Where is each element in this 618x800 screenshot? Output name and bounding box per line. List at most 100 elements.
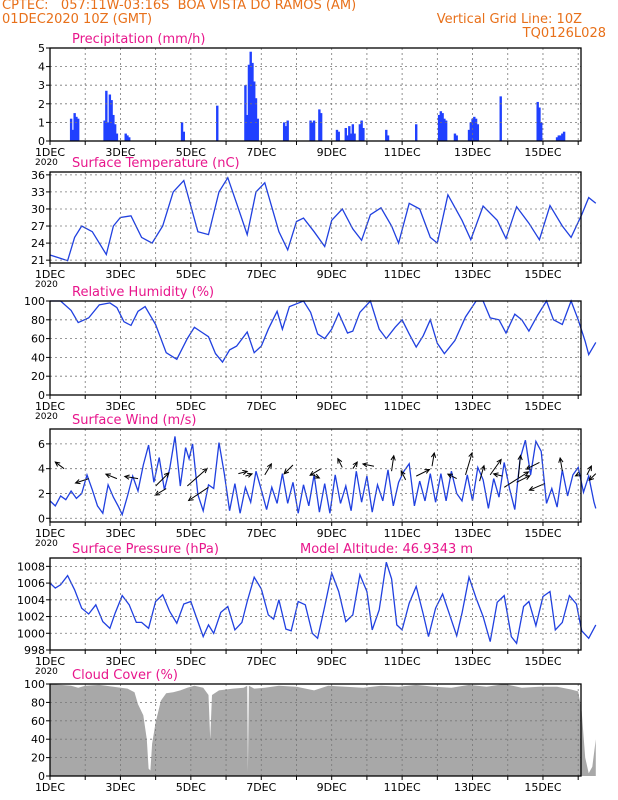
wind-arrow-head (74, 479, 81, 485)
precip-bar (561, 133, 564, 141)
precip-bar (473, 116, 476, 141)
precip-bar (538, 107, 541, 141)
panel-title: Precipitation (mm/h) (72, 32, 205, 47)
precip-bar (73, 113, 76, 141)
wind-arrow (526, 462, 540, 470)
x-tick-label: 3DEC (105, 527, 135, 540)
x-tick-label: 13DEC (454, 655, 491, 668)
precip-bar (108, 94, 112, 141)
y-tick-label: 27 (31, 220, 45, 233)
wind-arrow-head (163, 472, 170, 478)
wind-arrow (529, 483, 545, 491)
series-line (49, 436, 597, 517)
wind-arrow-head (54, 461, 61, 467)
precip-bar (358, 124, 362, 141)
precip-bar (180, 122, 184, 141)
wind-arrow-head (558, 456, 564, 463)
y-tick-label: 80 (31, 696, 45, 709)
precip-bar (245, 114, 249, 141)
wind-arrow-head (587, 465, 592, 472)
x-tick-label: 3DEC (105, 146, 135, 159)
wind-arrow (188, 486, 209, 501)
x-tick-label: 15DEC (524, 527, 561, 540)
y-tick-label: 80 (31, 314, 45, 327)
precip-bar (251, 62, 254, 141)
x-tick-label: 1DEC (35, 655, 65, 668)
precip-bar (557, 135, 561, 141)
header-model-code: TQ0126L028 (522, 26, 606, 41)
precip-bar (254, 98, 258, 141)
x-tick-label: 1DEC (35, 400, 65, 413)
y-tick-label: 0 (38, 512, 45, 525)
wind-arrow (400, 470, 407, 481)
x-tick-label: 1DEC (35, 146, 65, 159)
y-tick-label: 60 (31, 333, 45, 346)
x-tick-label: 11DEC (384, 781, 421, 794)
wind-arrow-head (352, 461, 358, 468)
x-tick-label: 11DEC (384, 655, 421, 668)
precip-bar (476, 124, 480, 141)
wind-arrow (586, 465, 592, 476)
wind-arrow-head (361, 462, 368, 468)
panel-frame (49, 428, 582, 523)
wind-arrow (75, 478, 89, 484)
precip-bar (309, 120, 312, 141)
x-tick-label: 7DEC (246, 268, 276, 281)
wind-arrow-head (424, 469, 431, 474)
wind-arrow-head (202, 467, 208, 474)
wind-arrow (264, 463, 272, 476)
y-tick-label: 2 (38, 98, 45, 111)
x-tick-label: 9DEC (317, 781, 347, 794)
x-tick-label: 7DEC (246, 400, 276, 413)
x-tick-label: 9DEC (317, 655, 347, 668)
y-tick-label: 100 (24, 678, 45, 691)
precip-bar (244, 85, 247, 141)
precip-bar (360, 120, 363, 141)
precip-bar (362, 127, 365, 141)
y-tick-label: 20 (31, 370, 45, 383)
wind-arrow-head (492, 472, 499, 478)
precip-bar (474, 118, 478, 141)
precip-bar (453, 133, 457, 141)
precip-bar (536, 101, 539, 141)
x-tick-label: 13DEC (454, 400, 491, 413)
precip-bar (71, 129, 75, 141)
y-tick-label: 1002 (17, 611, 45, 624)
wind-arrow-head (400, 470, 406, 477)
x-tick-label: 5DEC (176, 400, 206, 413)
precip-bar (562, 131, 566, 141)
wind-arrow-head (266, 462, 272, 469)
x-tick-label: 5DEC (176, 268, 206, 281)
precip-bar (344, 127, 347, 141)
y-tick-label: 0 (38, 770, 45, 783)
panel-frame (49, 47, 582, 142)
wind-arrow (309, 468, 322, 476)
precip-bar (105, 90, 108, 141)
y-tick-label: 20 (31, 752, 45, 765)
wind-arrow (479, 465, 485, 482)
wind-arrow (54, 461, 65, 470)
wind-arrow (489, 459, 502, 476)
wind-arrow (447, 473, 457, 480)
x-tick-label: 15DEC (524, 400, 561, 413)
precip-bar (115, 133, 119, 141)
wind-arrow-head (446, 473, 453, 479)
panel-frame (49, 557, 582, 651)
precip-bar (76, 118, 80, 141)
wind-arrows (54, 451, 597, 502)
wind-arrow (186, 468, 208, 487)
precip-bar (113, 124, 117, 141)
x-year-label: 2020 (35, 667, 58, 677)
wind-arrow-head (337, 457, 343, 464)
y-tick-label: 2 (38, 487, 45, 500)
x-tick-label: 13DEC (454, 527, 491, 540)
precip-bar (444, 120, 448, 141)
precip-bar (282, 122, 286, 141)
wind-arrow-head (390, 454, 396, 461)
precip-bar (467, 129, 471, 141)
x-tick-label: 9DEC (317, 146, 347, 159)
x-tick-label: 9DEC (317, 400, 347, 413)
x-tick-label: 3DEC (105, 655, 135, 668)
panel-title: Cloud Cover (%) (72, 668, 178, 683)
precip-bar (319, 113, 323, 141)
